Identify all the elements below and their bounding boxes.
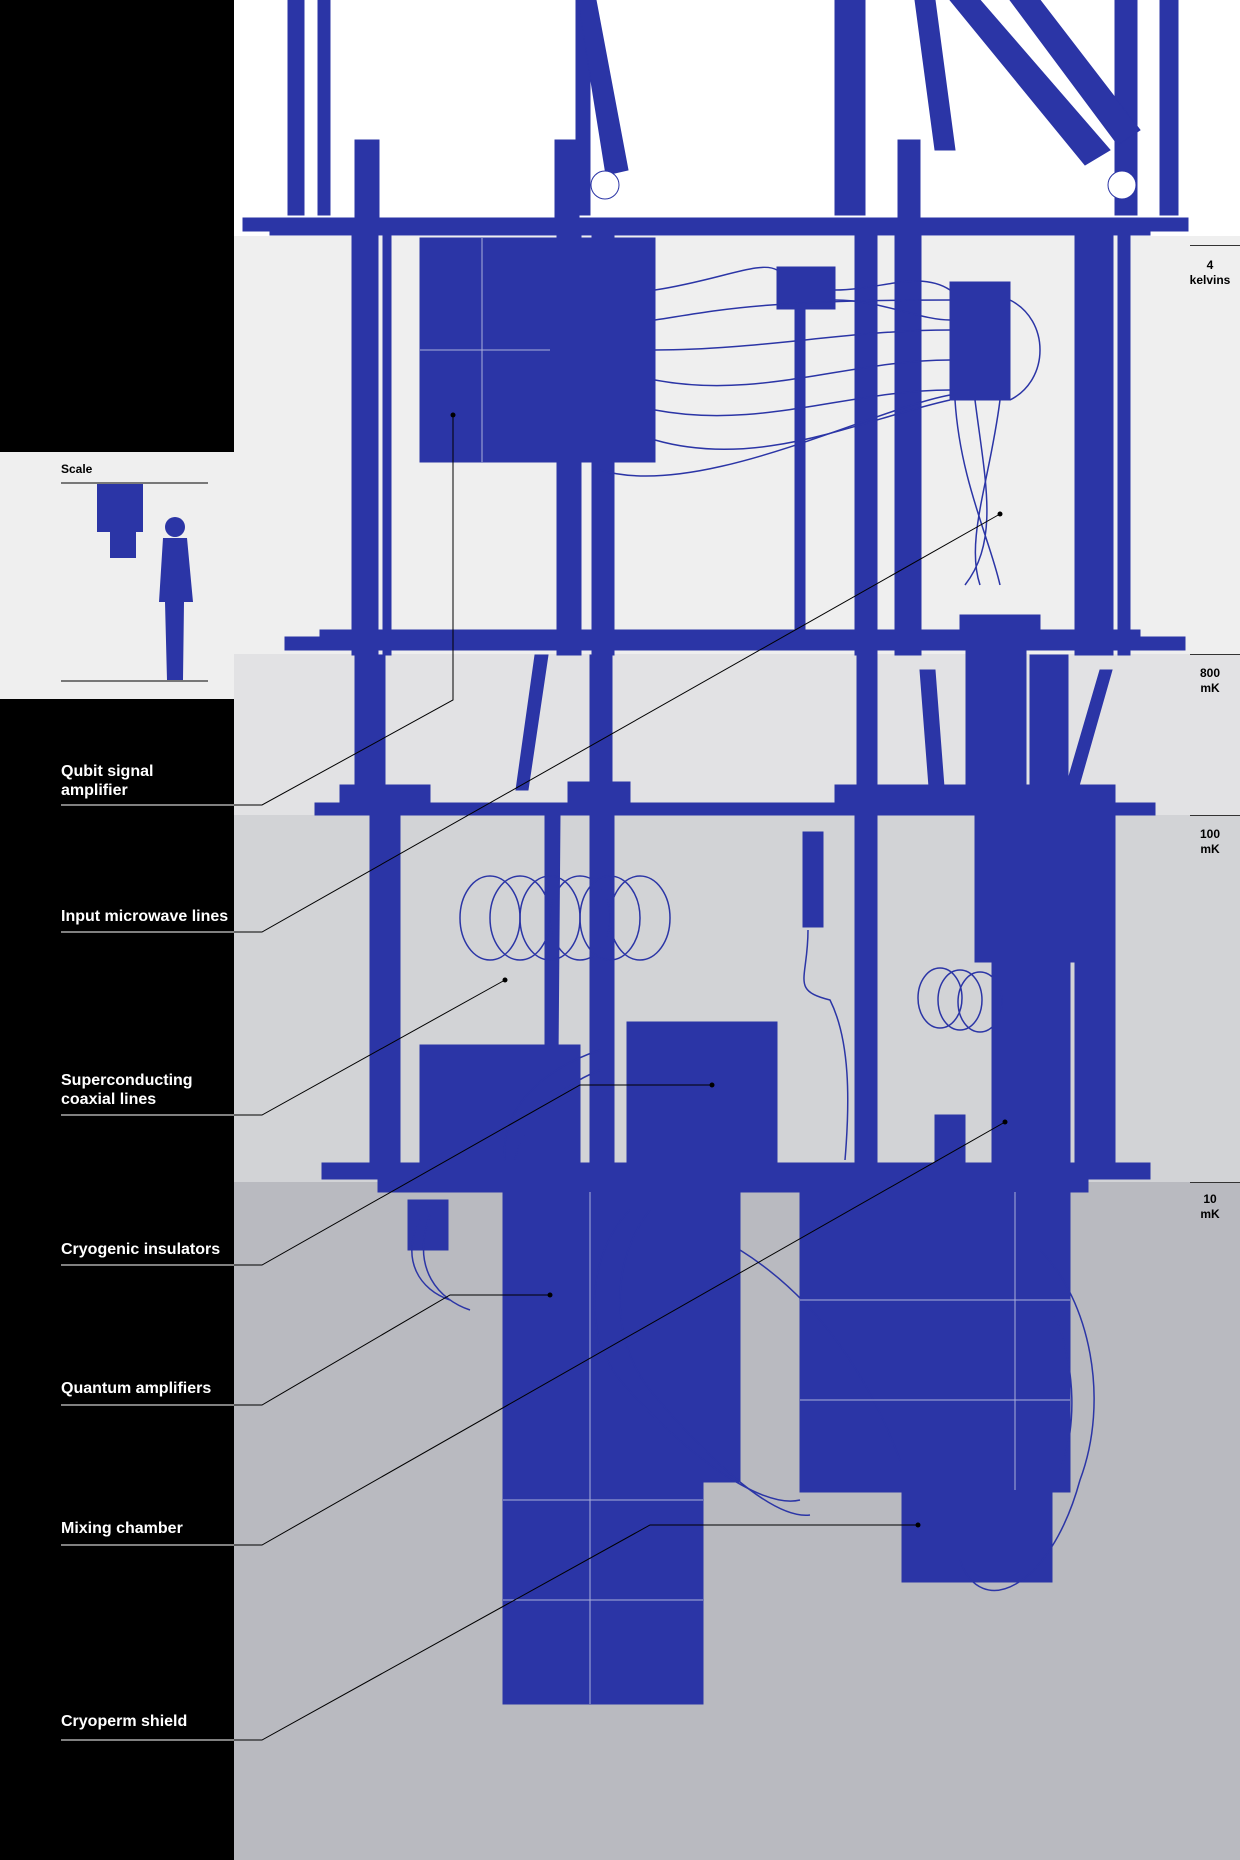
stage-100mk [321, 811, 1151, 1193]
temp-value: 10 [1203, 1192, 1217, 1206]
sidebar [0, 0, 234, 1860]
stage-800mk [314, 649, 1156, 816]
scale-title: Scale [61, 462, 93, 476]
label-cryoperm-shield: Cryoperm shield [61, 1713, 188, 1730]
label-underlines [61, 804, 234, 1741]
temp-10-mk: 10 mK [1186, 1192, 1234, 1222]
temp-unit: mK [1200, 1207, 1220, 1221]
wires [411, 266, 1095, 1591]
temp-tick-10mk [1190, 1182, 1240, 1183]
temp-100-mk: 100 mK [1186, 827, 1234, 857]
label-superconducting-coaxial-lines: Superconducting coaxial lines [61, 1072, 193, 1108]
label-cryogenic-insulators: Cryogenic insulators [61, 1241, 221, 1258]
temp-unit: mK [1200, 681, 1220, 695]
stage-10mk [407, 1114, 1071, 1705]
stage-4k [284, 234, 1186, 656]
temp-value: 800 [1199, 666, 1221, 680]
white-detail-lines [420, 238, 1070, 1704]
temp-unit: mK [1200, 842, 1220, 856]
leader-dots [450, 412, 1008, 1528]
temp-value: 100 [1199, 827, 1221, 841]
top-frame [242, 0, 1189, 236]
label-qubit-signal-amplifier: Qubit signal amplifier [61, 763, 154, 799]
label-mixing-chamber: Mixing chamber [61, 1520, 183, 1537]
temp-tick-4k [1190, 245, 1240, 246]
temp-unit: kelvins [1189, 273, 1231, 287]
temp-800-mk: 800 mK [1186, 666, 1234, 696]
scale-overlay [61, 482, 208, 682]
band-4-kelvins [234, 236, 1240, 654]
label-quantum-amplifiers: Quantum amplifiers [61, 1380, 212, 1397]
temp-tick-800mk [1190, 654, 1240, 655]
label-input-microwave-lines: Input microwave lines [61, 908, 229, 925]
temp-value: 4 [1206, 258, 1214, 272]
temp-tick-100mk [1190, 815, 1240, 816]
temp-4-kelvins: 4 kelvins [1186, 258, 1234, 288]
